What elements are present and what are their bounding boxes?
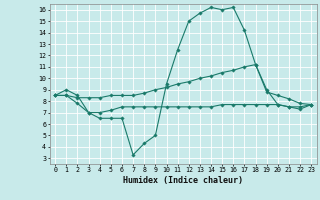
X-axis label: Humidex (Indice chaleur): Humidex (Indice chaleur) xyxy=(123,176,243,185)
